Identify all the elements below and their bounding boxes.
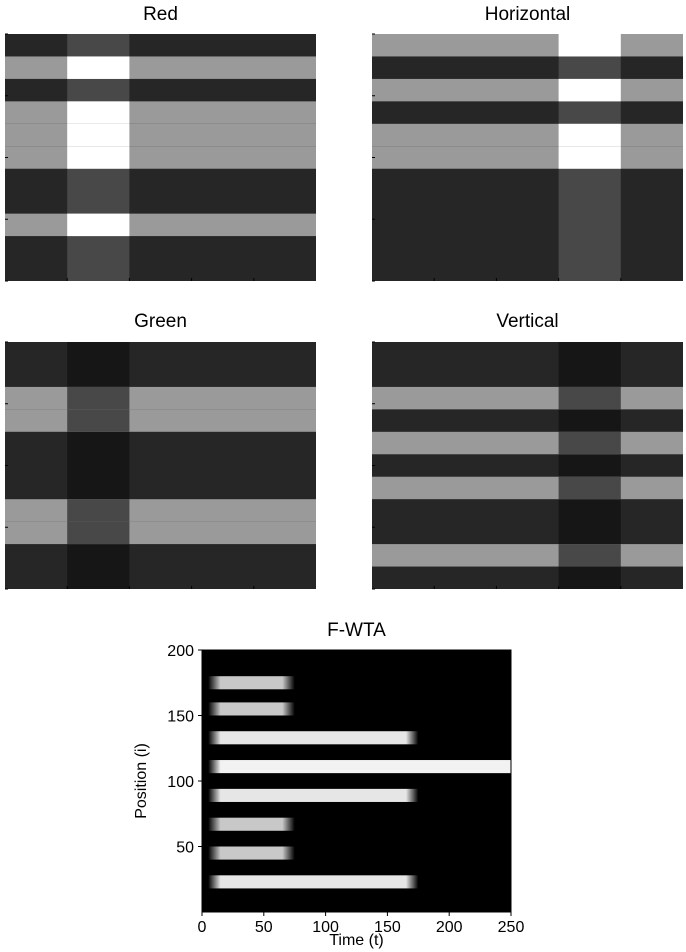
x-tick-label: 50 [255, 919, 273, 936]
panel-title: Horizontal [485, 4, 571, 25]
feature-row-overlap [67, 386, 130, 410]
feature-row [372, 123, 683, 147]
panel-title: Red [143, 4, 178, 25]
feature-row [372, 78, 683, 102]
feature-row [5, 146, 316, 169]
panel-title: Vertical [496, 311, 558, 332]
feature-row-overlap [558, 146, 621, 169]
feature-row [5, 386, 316, 410]
feature-row-overlap [558, 476, 621, 500]
activity-band [202, 702, 511, 716]
feature-row [372, 146, 683, 169]
panel-green [5, 341, 316, 590]
panel-title: Green [134, 311, 187, 332]
feature-row-overlap [67, 146, 130, 169]
feature-row [372, 34, 683, 57]
feature-row [372, 386, 683, 410]
activity-band [202, 760, 511, 774]
heatmap-background [202, 650, 511, 912]
x-tick-label: 150 [374, 919, 401, 936]
heatmap-background [5, 342, 316, 589]
feature-row [372, 476, 683, 500]
y-axis-label: Position (i) [133, 743, 150, 819]
panel-f-wta [198, 649, 512, 916]
feature-row-overlap [67, 499, 130, 522]
activity-band [202, 731, 511, 745]
feature-row [372, 431, 683, 455]
feature-row [5, 521, 316, 545]
feature-row [5, 101, 316, 124]
activity-band [202, 788, 511, 802]
feature-row [5, 123, 316, 147]
x-tick-label: 0 [198, 919, 207, 936]
feature-row-overlap [558, 431, 621, 455]
x-tick-label: 100 [312, 919, 339, 936]
activity-band [202, 676, 511, 690]
feature-row-overlap [67, 101, 130, 124]
feature-row-overlap [67, 521, 130, 545]
panel-title: F-WTA [327, 620, 386, 641]
panel-red [5, 33, 316, 282]
feature-row-overlap [67, 409, 130, 432]
x-tick-label: 200 [436, 919, 463, 936]
feature-row [372, 544, 683, 567]
highlight-column [67, 342, 130, 589]
feature-row-overlap [67, 123, 130, 147]
feature-row [5, 499, 316, 522]
feature-row-overlap [558, 544, 621, 567]
panel-horizontal [372, 33, 683, 282]
y-tick-label: 200 [167, 643, 194, 660]
activity-band [202, 875, 511, 889]
feature-row-overlap [558, 386, 621, 410]
feature-row-overlap [558, 34, 621, 57]
activity-band [202, 846, 511, 860]
feature-row-overlap [67, 213, 130, 237]
feature-row-overlap [558, 123, 621, 147]
feature-row [5, 409, 316, 432]
activity-band [202, 817, 511, 831]
y-tick-label: 50 [176, 840, 194, 857]
feature-row-overlap [558, 78, 621, 102]
panel-vertical [372, 341, 683, 590]
y-tick-label: 100 [167, 774, 194, 791]
feature-row-overlap [67, 56, 130, 79]
x-tick-label: 250 [498, 919, 525, 936]
x-axis-label: Time (t) [329, 932, 384, 949]
y-tick-label: 150 [167, 709, 194, 726]
feature-row [5, 56, 316, 79]
feature-row [5, 213, 316, 237]
